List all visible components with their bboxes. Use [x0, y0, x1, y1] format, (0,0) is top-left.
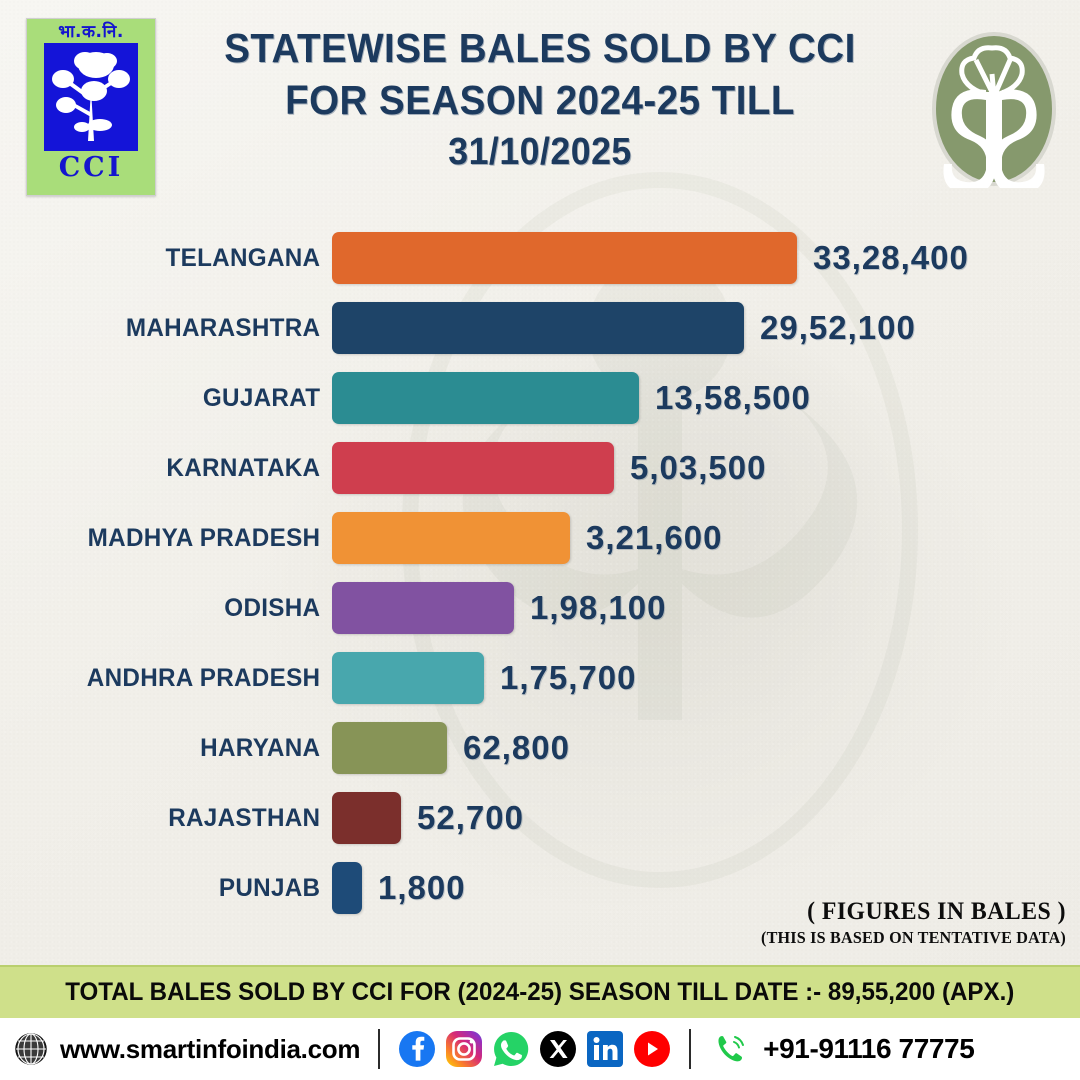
footer-divider-2 [689, 1029, 692, 1069]
phone-call-icon [718, 1036, 745, 1062]
bar-label: ODISHA [224, 593, 321, 622]
page-title: STATEWISE BALES SOLD BY CCI FOR SEASON 2… [170, 22, 910, 178]
cci-logo-cotton-panel [44, 43, 138, 151]
chart-row: RAJASTHAN 52,700 [0, 792, 1080, 844]
chart-row: GUJARAT 13,58,500 [0, 372, 1080, 424]
total-banner-text: TOTAL BALES SOLD BY CCI FOR (2024-25) SE… [65, 978, 1015, 1006]
bar-value-label: 52,700 [417, 799, 524, 836]
cci-logo: भा.क.नि. [26, 18, 156, 196]
chart-row: ODISHA 1,98,100 [0, 582, 1080, 634]
bar [332, 652, 484, 704]
header: भा.क.नि. [0, 0, 1080, 212]
bar-label: GUJARAT [202, 383, 321, 412]
footer: www.smartinfoindia.com [0, 1018, 1080, 1080]
website-link[interactable]: www.smartinfoindia.com [60, 1033, 361, 1064]
bar-label: HARYANA [200, 733, 321, 762]
facebook-icon[interactable] [398, 1030, 436, 1068]
bar [332, 302, 744, 354]
chart-row: MAHARASHTRA 29,52,100 [0, 302, 1080, 354]
bar-value-label: 1,800 [378, 869, 466, 906]
x-twitter-icon[interactable] [539, 1030, 577, 1068]
footer-divider-1 [378, 1029, 381, 1069]
cci-logo-hindi-text: भा.क.नि. [58, 22, 124, 42]
tentative-data-note: (THIS IS BASED ON TENTATIVE DATA) [761, 928, 1066, 947]
bar-value-label: 1,98,100 [530, 589, 667, 626]
bar-label: MAHARASHTRA [125, 313, 321, 342]
title-line-2: FOR SEASON 2024-25 TILL [285, 77, 795, 123]
bar-label: RAJASTHAN [168, 803, 321, 832]
bar-label: PUNJAB [218, 873, 321, 902]
bar [332, 372, 639, 424]
whatsapp-icon[interactable] [492, 1030, 530, 1068]
chart-notes: ( FIGURES IN BALES ) (THIS IS BASED ON T… [646, 898, 1066, 948]
globe-icon [15, 1033, 47, 1065]
chart-row: MADHYA PRADESH 3,21,600 [0, 512, 1080, 564]
bar-value-label: 5,03,500 [630, 449, 767, 486]
sis-logo [932, 32, 1056, 188]
bar-label: KARNATAKA [166, 453, 321, 482]
youtube-icon[interactable] [633, 1030, 671, 1068]
bar [332, 792, 401, 844]
cci-logo-acronym: CCI [58, 152, 124, 183]
instagram-icon[interactable] [445, 1030, 483, 1068]
bar-value-label: 13,58,500 [655, 379, 811, 416]
total-banner: TOTAL BALES SOLD BY CCI FOR (2024-25) SE… [0, 965, 1080, 1020]
bar [332, 442, 614, 494]
social-links [398, 1030, 671, 1068]
bar-value-label: 3,21,600 [586, 519, 723, 556]
chart-row: TELANGANA 33,28,400 [0, 232, 1080, 284]
chart-row: PUNJAB 1,800 [0, 862, 1080, 914]
bar-chart: TELANGANA 33,28,400 MAHARASHTRA 29,52,100 GU… [0, 232, 1080, 932]
bar [332, 862, 362, 914]
phone-number[interactable]: +91-91116 77775 [763, 1033, 975, 1064]
chart-row: ANDHRA PRADESH 1,75,700 [0, 652, 1080, 704]
title-line-3: 31/10/2025 [448, 131, 632, 173]
bar-value-label: 33,28,400 [813, 239, 969, 276]
chart-row: HARYANA 62,800 [0, 722, 1080, 774]
bar [332, 232, 797, 284]
bar-label: ANDHRA PRADESH [86, 663, 321, 692]
title-line-1: STATEWISE BALES SOLD BY CCI [224, 25, 856, 71]
chart-row: KARNATAKA 5,03,500 [0, 442, 1080, 494]
bar [332, 582, 514, 634]
bar-label: MADHYA PRADESH [87, 523, 321, 552]
bar [332, 512, 570, 564]
bar [332, 722, 447, 774]
bar-label: TELANGANA [165, 243, 321, 272]
bar-value-label: 29,52,100 [760, 309, 916, 346]
figures-in-bales-note: ( FIGURES IN BALES ) [807, 898, 1066, 925]
bar-value-label: 62,800 [463, 729, 570, 766]
bar-value-label: 1,75,700 [500, 659, 637, 696]
linkedin-icon[interactable] [586, 1030, 624, 1068]
